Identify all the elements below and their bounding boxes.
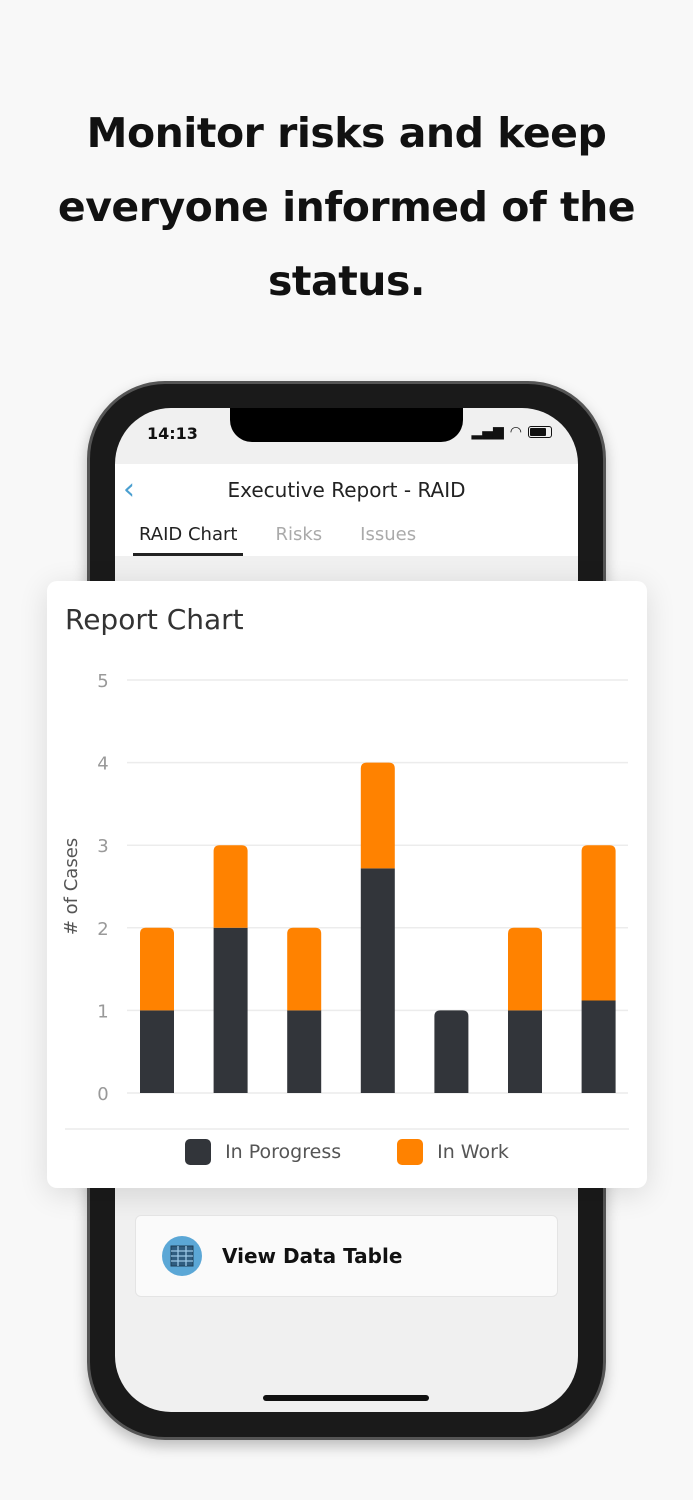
chart-legend: In Porogress In Work <box>47 1139 647 1165</box>
signal-icon: ▂▄▆ <box>471 424 504 440</box>
tab-bar: RAID Chart Risks Issues <box>115 514 578 556</box>
legend-swatch <box>397 1139 424 1165</box>
bar-segment-in-work <box>508 927 542 1011</box>
status-icons: ▂▄▆ ◠ <box>471 424 552 440</box>
legend-swatch <box>185 1139 212 1165</box>
legend-in-work[interactable]: In Work <box>397 1139 509 1165</box>
bar-segment-in-progress <box>508 1010 542 1093</box>
back-chevron-icon[interactable]: ‹ <box>123 472 135 507</box>
view-data-table-button[interactable]: View Data Table <box>135 1215 558 1297</box>
table-icon <box>162 1236 202 1276</box>
headline: Monitor risks and keep everyone informed… <box>57 109 636 305</box>
bar-segment-in-work <box>287 927 322 1011</box>
y-tick-label: 2 <box>97 919 108 940</box>
report-chart-card: Report Chart 0 1 2 3 4 5 # of Cases In Porogre… <box>47 581 647 1188</box>
nav-title: Executive Report - RAID <box>227 478 466 502</box>
bar-segment-in-progress <box>213 927 248 1093</box>
battery-icon <box>528 426 552 438</box>
nav-bar: ‹ Executive Report - RAID <box>115 464 578 514</box>
wifi-icon: ◠ <box>509 424 522 440</box>
legend-label: In Work <box>437 1141 509 1163</box>
y-tick-label: 1 <box>97 1001 108 1022</box>
bar-segment-in-progress <box>140 1010 174 1093</box>
y-tick-label: 3 <box>97 836 108 857</box>
bar-segment-in-work <box>360 762 395 869</box>
legend-label: In Porogress <box>225 1141 342 1163</box>
status-time: 14:13 <box>147 424 198 443</box>
bar-segment-in-progress <box>360 868 395 1093</box>
card-title: Report Chart <box>65 603 244 636</box>
bar-segment-in-work <box>581 845 616 1001</box>
bar-segment-in-progress <box>287 1010 322 1093</box>
y-axis-label: # of Cases <box>61 838 82 935</box>
y-tick-label: 5 <box>97 671 108 692</box>
notch <box>230 408 463 442</box>
home-indicator[interactable] <box>263 1395 429 1401</box>
tab-raid-chart[interactable]: RAID Chart <box>133 514 244 556</box>
view-data-table-label: View Data Table <box>222 1244 403 1268</box>
stacked-bar-chart: 0 1 2 3 4 5 # of Cases <box>61 671 629 1130</box>
bar-segment-in-progress <box>581 1000 616 1093</box>
bar-segment-in-work <box>140 927 174 1011</box>
bar-segment-in-progress <box>434 1010 469 1093</box>
tab-issues[interactable]: Issues <box>360 524 417 545</box>
bar-segment-in-work <box>213 845 248 928</box>
y-tick-label: 4 <box>97 754 108 775</box>
y-tick-label: 0 <box>97 1084 108 1105</box>
legend-in-progress[interactable]: In Porogress <box>185 1139 341 1165</box>
tab-risks[interactable]: Risks <box>275 524 323 545</box>
